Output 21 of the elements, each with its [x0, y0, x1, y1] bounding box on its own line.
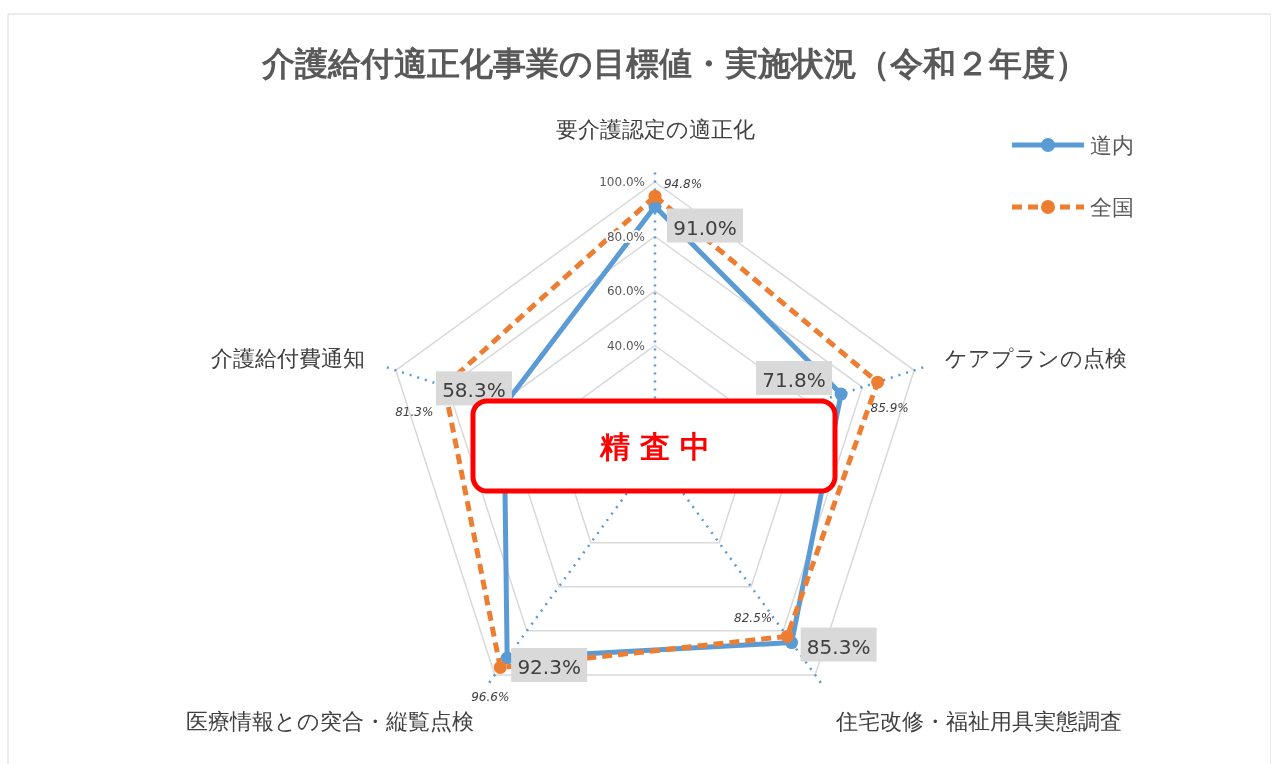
y-tick-label: 100.0%: [599, 175, 645, 189]
spoke-label: 介護給付費通知: [210, 346, 365, 372]
y-tick-label: 60.0%: [606, 284, 645, 298]
spoke-label: 要介護認定の適正化: [555, 116, 755, 142]
data-label: 96.6%: [471, 690, 510, 705]
data-label: 94.8%: [663, 177, 703, 192]
legend-label: 全国: [1090, 195, 1134, 220]
data-label: 81.3%: [395, 405, 434, 420]
data-label: 82.5%: [734, 611, 773, 626]
data-label: 91.0%: [673, 215, 737, 240]
legend-label: 道内: [1090, 133, 1134, 158]
annotation: 精 査 中: [470, 398, 838, 494]
spoke-label: ケアプランの点検: [945, 346, 1128, 372]
y-tick-label: 40.0%: [606, 338, 645, 353]
spoke-label: 住宅改修・福祉用具実態調査: [834, 708, 1122, 734]
data-label: 71.8%: [762, 368, 826, 393]
data-label: 85.9%: [870, 401, 909, 416]
chart-title: 介護給付適正化事業の目標値・実施状況（令和２年度）: [261, 44, 1088, 83]
data-label: 92.3%: [517, 654, 581, 679]
spoke-label: 医療情報との突合・縦覧点検: [186, 708, 475, 734]
data-label: 85.3%: [806, 634, 871, 659]
